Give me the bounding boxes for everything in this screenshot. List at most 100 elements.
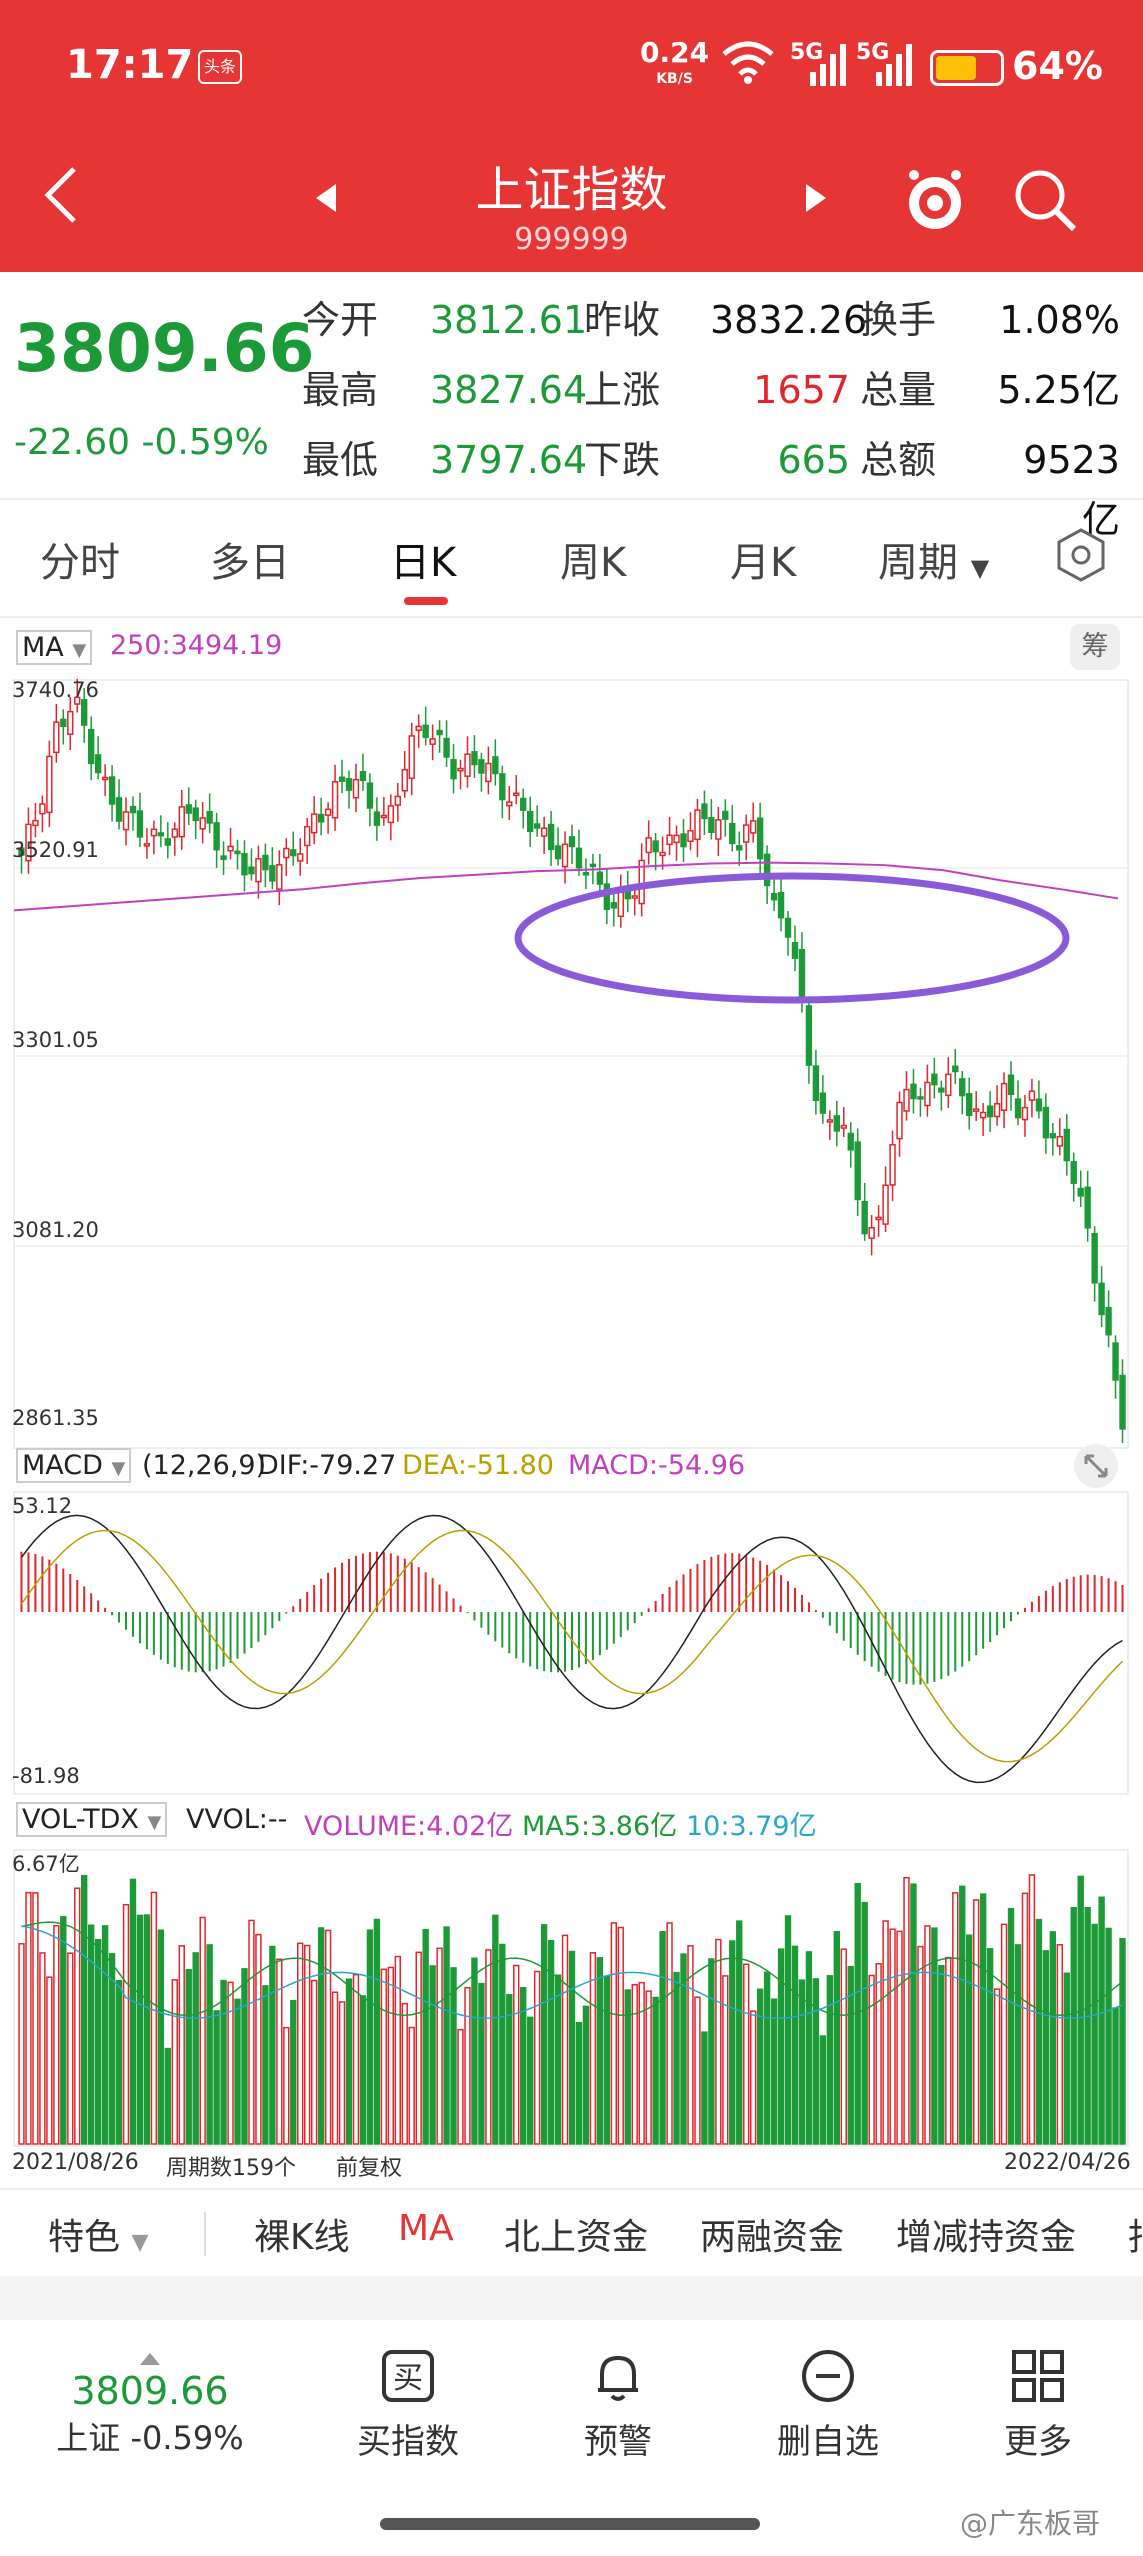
wifi-icon — [722, 41, 774, 84]
quote-label: 总额 — [860, 438, 937, 482]
volume-bar — [924, 1925, 931, 2145]
candle-body — [931, 1073, 938, 1086]
toolbar-bare-k[interactable]: 裸K线 — [254, 2217, 350, 2258]
volume-bar — [596, 1957, 604, 2145]
candle-body — [924, 1081, 931, 1107]
volume-bar — [889, 1928, 896, 2145]
volume-bar — [784, 1915, 792, 2145]
volume-bar — [910, 1883, 917, 2145]
volume-bar — [234, 1998, 241, 2145]
volume-bar — [206, 1944, 213, 2145]
volume-bar — [938, 1964, 945, 2145]
caret-up-icon — [140, 2353, 160, 2365]
candle-body — [338, 776, 346, 782]
top-bar: 17:17 头条 0.24 KB/S 5G 5G 64% 上证指数 999999 — [0, 0, 1143, 272]
page-title: 上证指数 — [475, 162, 668, 218]
price-panel-frame — [13, 679, 1129, 1449]
candle-body — [617, 891, 624, 918]
candle-body — [1042, 1106, 1050, 1139]
candle-body — [687, 830, 694, 842]
candle-body — [401, 768, 408, 792]
remove-watchlist-label: 删自选 — [777, 2422, 879, 2462]
volume-bar — [150, 1891, 158, 2145]
macd-selector[interactable]: MACD ▼ — [16, 1448, 132, 1483]
candle-body — [380, 814, 388, 819]
svg-text:买: 买 — [393, 2361, 423, 2396]
volume-bar — [861, 1901, 868, 2145]
volume-bar — [359, 1995, 367, 2145]
candle-body — [777, 892, 785, 919]
ma-selector[interactable]: MA ▼ — [16, 630, 93, 665]
candle-body — [345, 778, 353, 791]
volume-bar — [1028, 1874, 1036, 2145]
alert-button[interactable]: 预警 — [528, 2348, 708, 2463]
macd-dea-line — [20, 1529, 1124, 1763]
buy-index-button[interactable]: 买 买指数 — [318, 2348, 498, 2463]
candle-body — [241, 852, 248, 876]
home-indicator[interactable] — [380, 2518, 760, 2530]
dropdown-arrow-icon: ▼ — [111, 1458, 126, 1479]
expand-icon[interactable] — [1072, 1442, 1120, 1490]
candle-body — [129, 805, 137, 814]
candle-body — [1112, 1342, 1119, 1381]
adjust-mode[interactable]: 前复权 — [336, 2156, 403, 2181]
candle-body — [87, 728, 95, 765]
candle-body — [150, 828, 158, 837]
toolbar-featured[interactable]: 特色 ▼ — [48, 2217, 149, 2258]
candle-body — [791, 941, 799, 959]
toolbar-margin[interactable]: 两融资金 — [700, 2217, 845, 2258]
candle-body — [882, 1184, 889, 1225]
settings-hexagon-icon[interactable] — [1052, 526, 1110, 584]
macd-value: MACD:-54.96 — [568, 1450, 746, 1481]
candle-body — [304, 825, 311, 847]
volume-bar — [798, 1979, 806, 2145]
alert-label: 预警 — [584, 2422, 652, 2462]
candle-body — [840, 1124, 847, 1129]
volume-bar — [185, 1969, 192, 2145]
volume-bar — [993, 1988, 1001, 2145]
candle-body — [847, 1132, 854, 1151]
candle-body — [993, 1103, 1001, 1118]
tab-minute[interactable]: 分时 — [40, 540, 120, 586]
toolbar-northbound[interactable]: 北上资金 — [504, 2217, 649, 2258]
next-stock-icon[interactable] — [806, 184, 826, 212]
tab-period[interactable]: 周期 ▼ — [878, 540, 990, 586]
toolbar-ma[interactable]: MA — [398, 2208, 454, 2249]
kline-chart[interactable]: MA ▼ 250:3494.19 筹 3740.76 3520.91 3301.… — [0, 618, 1143, 2188]
candle-body — [436, 729, 443, 736]
candle-body — [60, 718, 67, 728]
prev-stock-icon[interactable] — [316, 184, 336, 212]
candle-body — [290, 849, 297, 857]
volume-bar — [471, 1957, 478, 2145]
more-button[interactable]: 更多 — [948, 2348, 1128, 2463]
chip-distribution-button[interactable]: 筹 — [1070, 624, 1120, 670]
tab-weekly-k[interactable]: 周K — [560, 540, 627, 586]
candle-body — [387, 805, 395, 824]
candle-body — [638, 859, 645, 905]
vol-ma5: MA5:3.86亿 — [522, 1811, 678, 1842]
tab-monthly-k[interactable]: 月K — [730, 540, 797, 586]
chart-canvas — [13, 678, 1129, 2147]
date-end: 2022/04/26 — [1004, 2150, 1131, 2175]
volume-bar — [868, 1974, 875, 2145]
volume-bar — [67, 1952, 74, 2145]
tab-multi-day[interactable]: 多日 — [210, 540, 290, 586]
volume-bar — [882, 1920, 889, 2145]
mascot-icon[interactable] — [900, 165, 970, 235]
volume-bar — [1091, 1923, 1098, 2145]
toolbar-more[interactable]: 指 — [1128, 2208, 1143, 2260]
volume-bar — [791, 1945, 799, 2145]
toolbar-holding-change[interactable]: 增减持资金 — [896, 2217, 1077, 2258]
volume-bar — [568, 1950, 576, 2145]
volume-bar — [729, 1940, 736, 2145]
index-summary[interactable]: 3809.66 上证 -0.59% — [50, 2350, 250, 2459]
volume-bar — [387, 1966, 395, 2145]
volume-bar — [547, 1939, 555, 2145]
quote-label: 今开 — [302, 298, 379, 342]
candle-body — [1014, 1098, 1022, 1119]
back-icon[interactable] — [40, 165, 84, 225]
remove-watchlist-button[interactable]: 删自选 — [738, 2348, 918, 2463]
vol-selector[interactable]: VOL-TDX ▼ — [16, 1802, 168, 1837]
search-icon[interactable] — [1010, 165, 1080, 235]
tab-daily-k[interactable]: 日K — [390, 540, 457, 586]
